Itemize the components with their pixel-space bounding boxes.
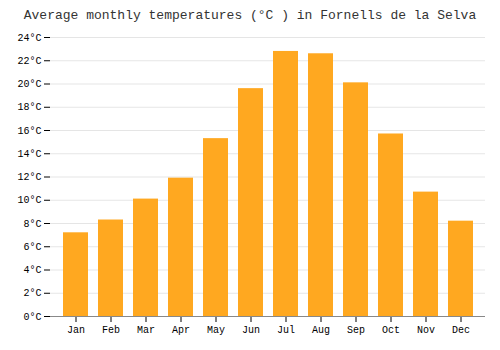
svg-text:16°C: 16°C bbox=[17, 126, 41, 137]
svg-text:10°C: 10°C bbox=[17, 195, 41, 206]
svg-text:Jul: Jul bbox=[277, 325, 295, 336]
html-text:Average monthly temperatures (: Average monthly temperatures (°C ) in Fo… bbox=[23, 8, 477, 23]
svg-text:14°C: 14°C bbox=[17, 149, 41, 160]
svg-text:Apr: Apr bbox=[172, 325, 190, 336]
svg-text:Dec: Dec bbox=[452, 325, 470, 336]
svg-text:Aug: Aug bbox=[312, 325, 330, 336]
svg-text:Oct: Oct bbox=[382, 325, 400, 336]
svg-text:18°C: 18°C bbox=[17, 102, 41, 113]
svg-text:24°C: 24°C bbox=[17, 33, 41, 44]
svg-text:Sep: Sep bbox=[347, 325, 365, 336]
svg-text:0°C: 0°C bbox=[23, 312, 41, 323]
svg-text:8°C: 8°C bbox=[23, 219, 41, 230]
svg-text:2°C: 2°C bbox=[23, 288, 41, 299]
svg-text:22°C: 22°C bbox=[17, 56, 41, 67]
svg-text:20°C: 20°C bbox=[17, 79, 41, 90]
svg-text:Jan: Jan bbox=[67, 325, 85, 336]
svg-text:12°C: 12°C bbox=[17, 172, 41, 183]
svg-text:6°C: 6°C bbox=[23, 242, 41, 253]
svg-text:Nov: Nov bbox=[417, 325, 435, 336]
svg-text:Jun: Jun bbox=[242, 325, 260, 336]
svg-text:Feb: Feb bbox=[102, 325, 120, 336]
svg-text:4°C: 4°C bbox=[23, 265, 41, 276]
svg-text:May: May bbox=[207, 325, 225, 336]
svg-text:Mar: Mar bbox=[137, 325, 155, 336]
